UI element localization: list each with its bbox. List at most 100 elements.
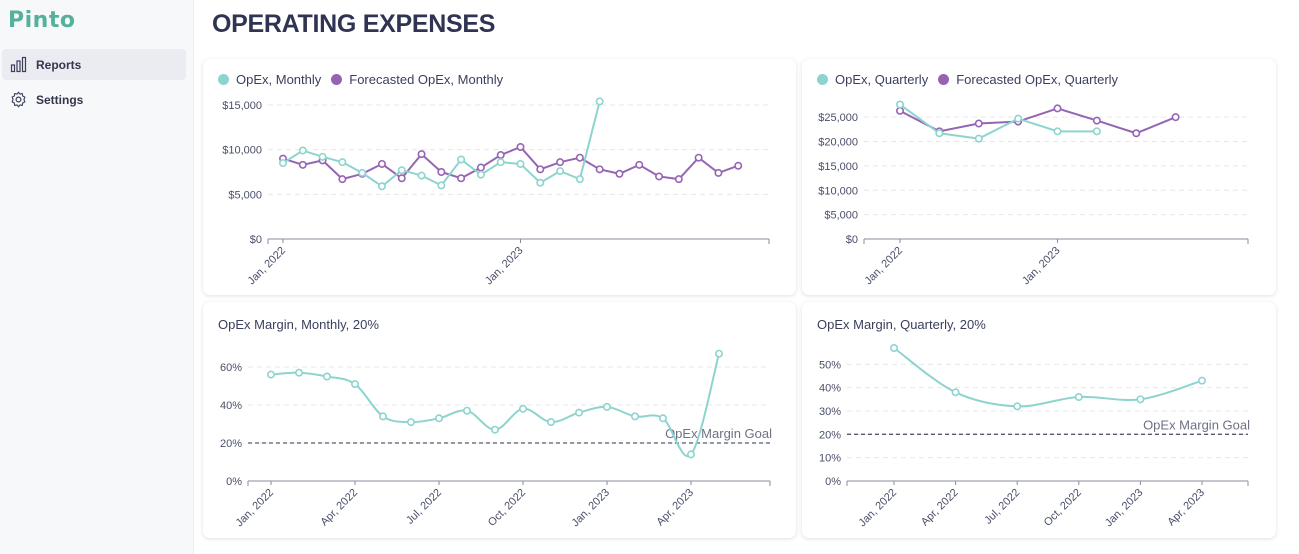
y-tick-label: 30% bbox=[819, 406, 841, 418]
y-tick-label: $10,000 bbox=[818, 185, 858, 197]
sidebar-item-label: Settings bbox=[36, 92, 84, 107]
data-point bbox=[615, 169, 624, 178]
x-tick-label: Jan, 2023 bbox=[483, 245, 526, 288]
page-title: OPERATING EXPENSES bbox=[212, 10, 496, 38]
legend-item[interactable]: OpEx, Monthly bbox=[218, 72, 321, 87]
data-point bbox=[546, 418, 555, 427]
data-point bbox=[437, 181, 446, 190]
data-point bbox=[556, 158, 565, 167]
data-point bbox=[518, 404, 527, 413]
legend-item[interactable]: Forecasted OpEx, Quarterly bbox=[938, 72, 1118, 87]
opex-monthly-chart: $0 $5,000 $10,000 $15,000 Jan, 2022 Jan, 2023 bbox=[222, 97, 770, 288]
data-point bbox=[476, 163, 485, 172]
data-point bbox=[298, 146, 307, 155]
data-point bbox=[407, 418, 416, 427]
legend-label: Forecasted OpEx, Monthly bbox=[349, 72, 504, 87]
data-point bbox=[1053, 104, 1062, 113]
y-tick-label: 40% bbox=[819, 383, 841, 395]
y-tick-label: $15,000 bbox=[818, 161, 858, 173]
data-point bbox=[295, 368, 304, 377]
data-point bbox=[714, 349, 723, 358]
opex-quarterly-card: OpEx, Quarterly Forecasted OpEx, Quarter… bbox=[802, 59, 1276, 295]
data-point bbox=[734, 161, 743, 170]
x-tick-label: Jul, 2022 bbox=[404, 487, 444, 527]
legend-swatch bbox=[218, 74, 229, 85]
opex-margin-quarterly-chart: 0% 10% 20% 30% 40% 50% Jan, 2022 Apr, 2022 Jul, … bbox=[819, 343, 1250, 530]
data-point bbox=[358, 168, 367, 177]
opex-margin-quarterly-card: OpEx Margin, Quarterly, 20% 0% 10% 20% 30% 4… bbox=[802, 302, 1276, 538]
goal-label: OpEx Margin Goal bbox=[665, 426, 772, 441]
y-tick-label: $25,000 bbox=[818, 112, 858, 124]
y-tick-label: $5,000 bbox=[824, 210, 858, 222]
data-point bbox=[951, 388, 960, 397]
data-point bbox=[267, 370, 276, 379]
y-tick-label: 0% bbox=[825, 476, 841, 488]
data-point bbox=[457, 155, 466, 164]
data-point bbox=[714, 168, 723, 177]
data-point bbox=[435, 414, 444, 423]
y-tick-label: $20,000 bbox=[818, 137, 858, 149]
y-tick-label: $0 bbox=[250, 234, 262, 246]
legend-label: Forecasted OpEx, Quarterly bbox=[956, 72, 1119, 87]
data-point bbox=[490, 425, 499, 434]
data-point bbox=[476, 170, 485, 179]
data-point bbox=[496, 158, 505, 167]
y-tick-label: 60% bbox=[220, 362, 242, 374]
data-point bbox=[896, 106, 905, 115]
legend-label: OpEx, Monthly bbox=[236, 72, 322, 87]
sidebar-item-reports[interactable]: Reports bbox=[2, 49, 186, 80]
data-point bbox=[318, 152, 327, 161]
chart-legend: OpEx, Quarterly Forecasted OpEx, Quarter… bbox=[817, 72, 1128, 87]
goal-label: OpEx Margin Goal bbox=[1143, 417, 1250, 432]
data-point bbox=[935, 129, 944, 138]
data-point bbox=[379, 412, 388, 421]
y-tick-label: $5,000 bbox=[228, 189, 262, 201]
data-point bbox=[1014, 114, 1023, 123]
legend-item[interactable]: Forecasted OpEx, Monthly bbox=[331, 72, 503, 87]
data-point bbox=[457, 174, 466, 183]
data-point bbox=[602, 402, 611, 411]
data-point bbox=[1013, 402, 1022, 411]
x-tick-label: Oct, 2022 bbox=[1042, 487, 1084, 529]
data-point bbox=[397, 174, 406, 183]
data-point bbox=[496, 151, 505, 160]
data-point bbox=[575, 153, 584, 162]
data-point bbox=[397, 166, 406, 175]
data-point bbox=[1074, 393, 1083, 402]
y-tick-label: $10,000 bbox=[222, 145, 262, 157]
opex-monthly-card: OpEx, Monthly Forecasted OpEx, Monthly $… bbox=[203, 59, 796, 295]
x-tick-label: Jan, 2022 bbox=[233, 487, 276, 530]
x-tick-label: Jan, 2023 bbox=[569, 487, 612, 530]
data-point bbox=[462, 406, 471, 415]
data-point bbox=[575, 175, 584, 184]
legend-swatch bbox=[331, 74, 343, 85]
app-logo[interactable]: Pinto bbox=[8, 8, 76, 33]
data-point bbox=[338, 175, 347, 184]
x-tick-label: Jul, 2022 bbox=[982, 487, 1022, 527]
data-point bbox=[686, 450, 695, 459]
data-point bbox=[974, 134, 983, 143]
x-tick-label: Jan, 2022 bbox=[245, 245, 288, 288]
y-tick-label: 0% bbox=[226, 476, 242, 488]
data-point bbox=[1132, 129, 1141, 138]
sidebar: Pinto Reports Settings bbox=[0, 0, 194, 554]
x-tick-label: Apr, 2023 bbox=[654, 487, 696, 529]
data-point bbox=[516, 159, 525, 168]
data-point bbox=[351, 380, 360, 389]
bar-chart-icon bbox=[10, 56, 27, 73]
sidebar-item-settings[interactable]: Settings bbox=[2, 84, 186, 115]
data-point bbox=[658, 414, 667, 423]
chart-legend: OpEx, Monthly Forecasted OpEx, Monthly bbox=[218, 72, 513, 87]
series-line bbox=[893, 347, 1203, 408]
legend-item[interactable]: OpEx, Quarterly bbox=[817, 72, 928, 87]
x-tick-label: Jan, 2023 bbox=[1103, 487, 1146, 530]
data-point bbox=[417, 171, 426, 180]
data-point bbox=[674, 175, 683, 184]
opex-quarterly-chart: $0 $5,000 $10,000 $15,000 $20,000 $25,000 Jan,… bbox=[818, 100, 1249, 287]
data-point bbox=[655, 172, 664, 181]
data-point bbox=[437, 168, 446, 177]
data-point bbox=[574, 408, 583, 417]
data-point bbox=[1197, 376, 1206, 385]
chart-title: OpEx Margin, Quarterly, 20% bbox=[817, 317, 986, 332]
data-point bbox=[694, 153, 703, 162]
